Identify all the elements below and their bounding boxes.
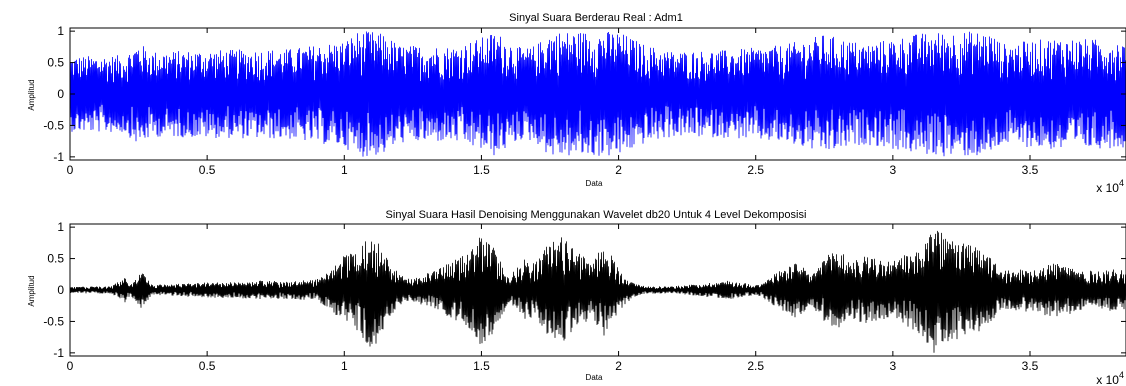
bottom-x-exponent-power: 4 [1119,370,1124,380]
bottom-x-tick-label: 2.5 [747,359,764,373]
top-x-exponent-power: 4 [1119,178,1124,188]
top-y-tick-label: 1 [57,24,64,38]
top-x-axis: 0 0.5 1 1.5 2 2.5 3 3.5 [67,28,1039,177]
bottom-x-axis: 0 0.5 1 1.5 2 2.5 3 3.5 [67,224,1039,373]
bottom-y-tick-label: 1 [57,220,64,234]
top-y-tick-label: -1 [53,150,64,164]
top-x-tick-label: 3 [890,163,897,177]
top-y-axis: 1 0.5 0 -0.5 -1 [43,24,1126,164]
top-signal-series [70,31,1126,157]
bottom-y-tick-label: -0.5 [43,314,64,328]
bottom-x-tick-label: 1.5 [473,359,490,373]
top-x-tick-label: 2.5 [747,163,764,177]
bottom-x-tick-label: 0 [67,359,74,373]
top-x-axis-label: Data [586,179,603,188]
top-x-tick-label: 0.5 [199,163,216,177]
top-y-axis-label: Amplitud [27,79,36,110]
bottom-x-tick-label: 0.5 [199,359,216,373]
top-x-exponent: x 104 [1096,178,1124,195]
top-chart-title: Sinyal Suara Berderau Real : Adm1 [509,12,683,24]
bottom-chart-title: Sinyal Suara Hasil Denoising Menggunakan… [386,209,807,221]
bottom-signal-series [70,230,1126,353]
bottom-x-tick-label: 2 [615,359,622,373]
top-x-tick-label: 2 [615,163,622,177]
bottom-y-axis-label: Amplitud [27,275,36,306]
top-y-tick-label: -0.5 [43,118,64,132]
bottom-x-exponent: x 104 [1096,370,1124,386]
top-x-tick-label: 0 [67,163,74,177]
bottom-x-tick-label: 1 [341,359,348,373]
bottom-x-tick-label: 3 [890,359,897,373]
bottom-y-axis: 1 0.5 0 -0.5 -1 [43,220,1126,360]
top-y-tick-label: 0 [57,87,64,101]
bottom-x-tick-label: 3.5 [1022,359,1039,373]
bottom-x-axis-label: Data [586,373,603,382]
bottom-panel: Sinyal Suara Hasil Denoising Menggunakan… [27,209,1126,386]
top-signal-line [70,31,1126,157]
top-x-exponent-base: x 10 [1096,181,1119,195]
top-x-tick-label: 1.5 [473,163,490,177]
top-panel: Sinyal Suara Berderau Real : Adm1 10.50-… [27,12,1126,195]
top-y-tick-label: 0.5 [47,56,64,70]
bottom-x-exponent-base: x 10 [1096,373,1119,386]
top-x-tick-label: 3.5 [1022,163,1039,177]
bottom-y-tick-label: 0 [57,283,64,297]
bottom-y-tick-label: -1 [53,346,64,360]
top-x-tick-label: 1 [341,163,348,177]
bottom-y-tick-label: 0.5 [47,252,64,266]
